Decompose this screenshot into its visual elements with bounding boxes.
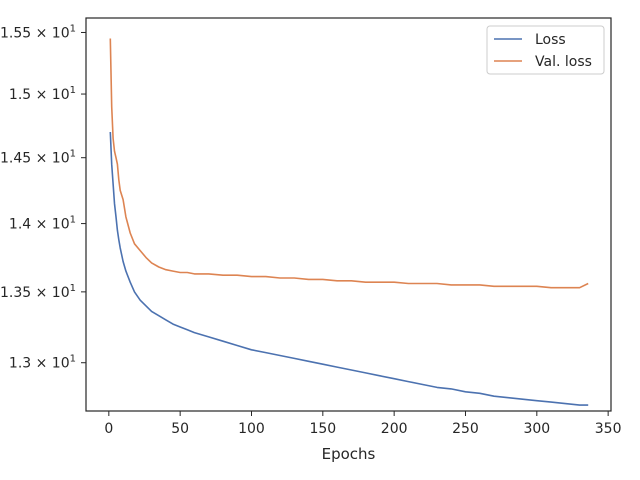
series-line-loss: [109, 131, 589, 406]
y-tick-label: 1.3 × 101: [9, 354, 76, 372]
y-tick-label: 1.45 × 101: [0, 149, 76, 167]
y-tick-label: 1.5 × 101: [9, 85, 76, 103]
legend: Loss Val. loss: [486, 25, 605, 75]
y-axis: 1.3 × 101 1.35 × 101 1.4 × 101 1.45 × 101 1.…: [0, 23, 86, 372]
x-tick-label: 300: [523, 421, 550, 437]
x-tick-label: 50: [171, 421, 189, 437]
y-tick-label: 1.35 × 101: [0, 283, 76, 301]
y-tick-label: 1.55 × 101: [0, 23, 76, 41]
x-tick-label: 100: [238, 421, 265, 437]
x-tick-label: 150: [309, 421, 336, 437]
legend-label-val-loss: Val. loss: [535, 54, 592, 70]
y-tick-label: 1.4 × 101: [9, 215, 76, 233]
x-axis-title: Epochs: [322, 445, 376, 463]
x-tick-label: 350: [595, 421, 622, 437]
legend-label-loss: Loss: [535, 32, 566, 48]
x-tick-label: 0: [104, 421, 113, 437]
legend-box: [486, 25, 605, 75]
x-axis: 0 50 100 150 200 250 300 350: [104, 411, 622, 437]
x-tick-label: 200: [381, 421, 408, 437]
plot-area: [85, 17, 612, 412]
series-lines: [109, 38, 589, 406]
series-line-val-loss: [109, 38, 589, 289]
x-tick-label: 250: [452, 421, 479, 437]
